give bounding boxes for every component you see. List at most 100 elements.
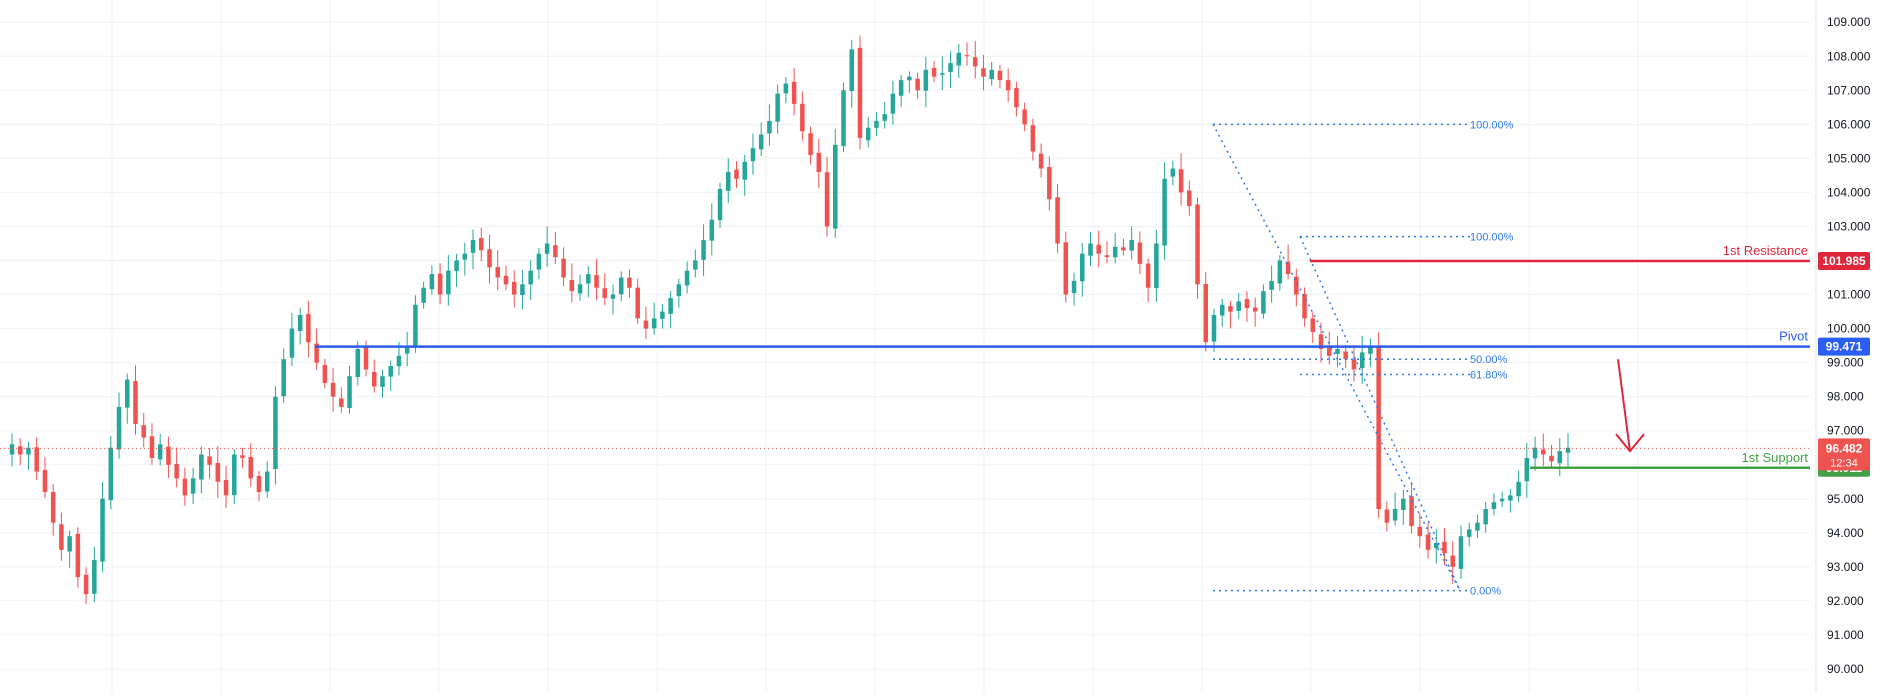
pivot-label: Pivot [1779, 329, 1808, 344]
candle-body [1145, 263, 1151, 288]
candle-body [561, 258, 566, 278]
candle-body [981, 68, 986, 77]
candle-body [1063, 242, 1069, 295]
candle-body [651, 318, 657, 329]
candle-body [602, 288, 608, 298]
candle-body [1137, 242, 1143, 264]
candle-body [1005, 80, 1011, 91]
candle-body [618, 277, 624, 295]
candle-body [1071, 280, 1077, 294]
candle-body [1277, 260, 1283, 284]
candle-body [1368, 345, 1373, 354]
candle-body [734, 169, 739, 179]
candle-body [141, 425, 146, 438]
candle-body [413, 304, 418, 347]
down-arrow-head [1615, 433, 1645, 453]
candle-body [17, 446, 23, 455]
candle-body [1326, 348, 1332, 356]
candle-body [9, 444, 15, 455]
candle-body [725, 171, 731, 191]
y-tick-label: 90.000 [1827, 662, 1864, 676]
candle-body [1516, 481, 1521, 497]
candle-body [124, 379, 130, 408]
candle-body [380, 376, 385, 387]
candle-body [108, 447, 114, 501]
candle-body [1351, 359, 1357, 370]
candle-body [1285, 261, 1291, 275]
candle-body [404, 345, 410, 354]
candle-body [1508, 495, 1513, 501]
candle-body [586, 274, 591, 284]
candle-body [627, 277, 632, 288]
candle-body [1335, 349, 1340, 354]
candle-body [462, 253, 468, 260]
candle-body [1417, 526, 1423, 537]
candle-body [59, 524, 64, 550]
candle-body [693, 260, 698, 270]
candle-body [1294, 276, 1299, 295]
candle-body [388, 366, 393, 377]
candle-body [1244, 299, 1250, 309]
candle-body [1112, 246, 1118, 258]
candle-body [1195, 204, 1200, 285]
candle-body [643, 320, 649, 329]
candle-body [330, 382, 336, 397]
candle-body [742, 161, 747, 180]
candle-body [1219, 304, 1225, 316]
candle-body [528, 270, 533, 285]
y-tick-label: 93.000 [1827, 560, 1864, 574]
candle-body [75, 533, 81, 578]
candle-body [1532, 447, 1538, 459]
candle-body [964, 55, 970, 57]
y-tick-label: 106.000 [1827, 117, 1871, 131]
y-tick-label: 104.000 [1827, 185, 1871, 199]
candle-body [1302, 293, 1307, 319]
candle-body [347, 376, 352, 408]
candle-body [289, 328, 295, 358]
candle-body [83, 574, 89, 595]
candle-body [223, 479, 229, 496]
candle-body [610, 294, 616, 299]
candle-body [166, 446, 171, 465]
candle-body [1088, 243, 1093, 256]
candle-body [898, 80, 904, 96]
candle-body [824, 172, 830, 227]
candle-body [1080, 253, 1085, 282]
candle-body [67, 536, 72, 552]
candle-body [767, 120, 772, 134]
candle-body [371, 371, 377, 387]
candle-body [199, 454, 204, 480]
y-tick-label: 108.000 [1827, 49, 1871, 63]
candle-body [339, 398, 344, 407]
candle-body [865, 127, 871, 141]
candle-body [1047, 166, 1052, 200]
candle-body [1236, 301, 1241, 311]
candle-body [190, 478, 196, 494]
candle-body [758, 134, 764, 150]
candle-body [1450, 555, 1456, 567]
candle-body [1038, 153, 1044, 169]
candle-body [454, 260, 459, 272]
candle-body [882, 114, 887, 121]
candle-body [1491, 502, 1497, 510]
candle-body [306, 313, 311, 343]
fib-trend-line[interactable] [1212, 123, 1461, 592]
candle-body [997, 70, 1003, 81]
candle-body [1442, 541, 1447, 554]
candle-body [1425, 534, 1431, 550]
candle-body [511, 281, 517, 295]
candle-body [174, 463, 179, 479]
candle-body [149, 436, 155, 458]
candle-body [1541, 449, 1546, 455]
candle-body [989, 69, 994, 80]
fib-level-label: 0.00% [1470, 586, 1501, 598]
candle-body [1401, 498, 1406, 510]
y-tick-label: 103.000 [1827, 219, 1871, 233]
candle-body [1187, 190, 1192, 207]
candle-body [314, 343, 319, 363]
candle-body [660, 311, 665, 319]
candle-body [92, 560, 97, 594]
candle-body [42, 470, 48, 492]
candle-body [1121, 247, 1126, 251]
